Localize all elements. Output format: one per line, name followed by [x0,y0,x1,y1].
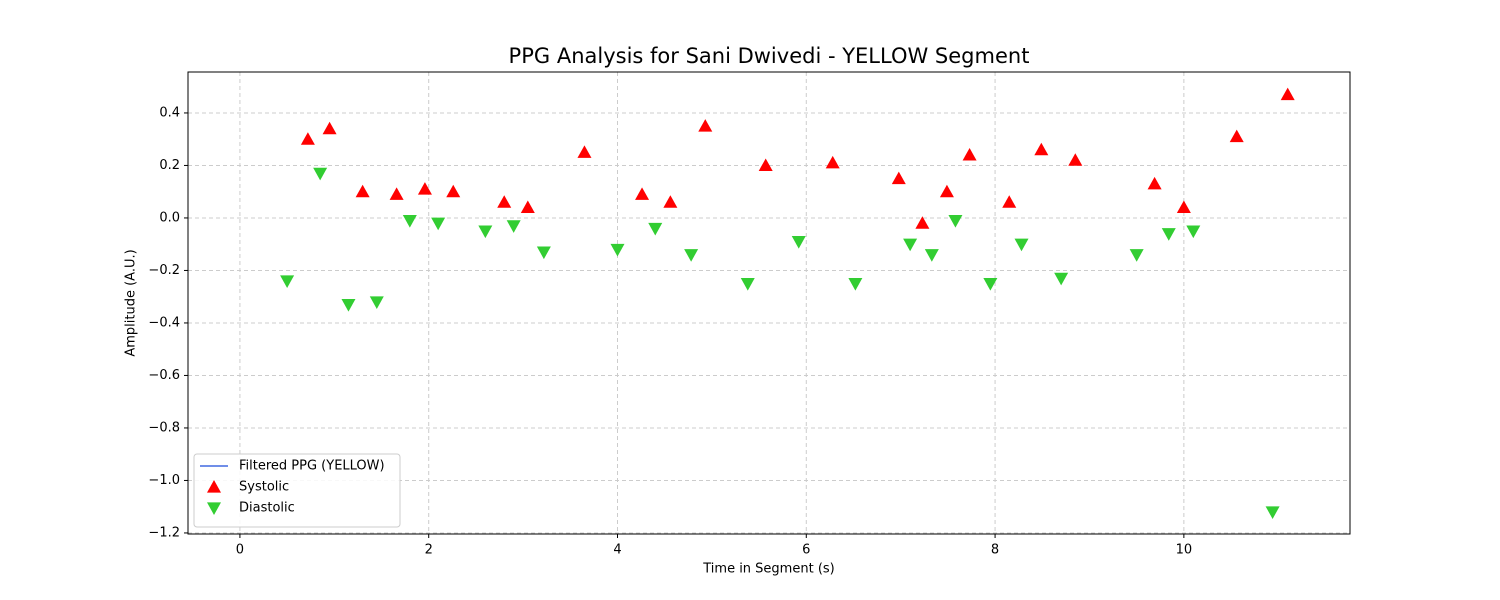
data-point [983,277,998,291]
data-point [417,182,432,195]
data-point [684,249,699,262]
data-point [825,155,840,169]
data-point [848,277,863,291]
x-tick-label: 10 [1176,543,1193,558]
data-point [1002,195,1017,208]
chart-title: PPG Analysis for Sani Dwivedi - YELLOW S… [509,44,1030,68]
legend-label: Diastolic [239,501,295,516]
data-point [758,158,773,172]
x-tick-label: 0 [236,543,244,558]
data-point [300,132,315,145]
data-point [635,187,650,200]
data-point [948,214,963,228]
x-axis-label: Time in Segment (s) [702,562,834,577]
y-tick-label: −0.2 [148,263,180,278]
data-point [431,217,446,231]
y-tick-label: −1.2 [148,525,180,540]
data-point [506,220,521,233]
data-point [280,275,295,288]
y-tick-label: 0.2 [159,158,180,173]
data-point [791,235,806,249]
data-point [313,167,328,181]
data-point [939,184,954,198]
data-point [1186,225,1201,239]
data-point [341,298,356,312]
x-tick-label: 4 [613,543,621,558]
data-point [1068,153,1083,166]
legend-swatch [207,480,221,493]
data-point [536,246,551,260]
data-point [740,277,755,291]
legend-label: Systolic [239,480,289,495]
data-point [1265,506,1280,519]
data-point [648,222,663,236]
data-point [1161,228,1176,241]
data-point [497,195,512,208]
data-point [1176,200,1191,214]
data-point [1129,249,1144,262]
x-tick-label: 2 [425,543,433,558]
y-tick-label: −0.8 [148,420,180,435]
data-point [610,243,625,257]
data-point [577,145,592,158]
data-point [369,296,384,309]
data-point [1014,238,1029,252]
y-tick-label: −0.6 [148,368,180,383]
y-tick-label: 0.0 [159,210,180,225]
y-tick-label: 0.4 [159,105,180,120]
data-point [1280,87,1295,101]
data-point [962,147,977,161]
data-point [663,195,678,208]
data-point [322,121,337,135]
data-point [355,184,370,198]
x-tick-label: 8 [991,543,999,558]
data-point [478,225,493,239]
data-point [520,200,535,214]
y-tick-label: −0.4 [148,315,180,330]
data-point [402,214,417,228]
data-point [1147,176,1162,190]
y-tick-label: −1.0 [148,473,180,488]
data-point [698,119,713,132]
data-point [903,238,918,252]
data-point [389,187,404,200]
data-point [891,171,906,185]
data-point [446,184,461,198]
legend-box [193,453,401,528]
data-point [1054,272,1069,286]
legend-swatch [207,502,221,515]
plot-frame [187,71,1351,535]
data-point [924,249,939,262]
data-point [1034,142,1049,156]
y-axis-label: Amplitude (A.U.) [124,249,139,356]
x-tick-label: 6 [802,543,810,558]
data-point [1229,129,1244,143]
data-point [915,216,930,229]
legend-label: Filtered PPG (YELLOW) [239,459,385,474]
